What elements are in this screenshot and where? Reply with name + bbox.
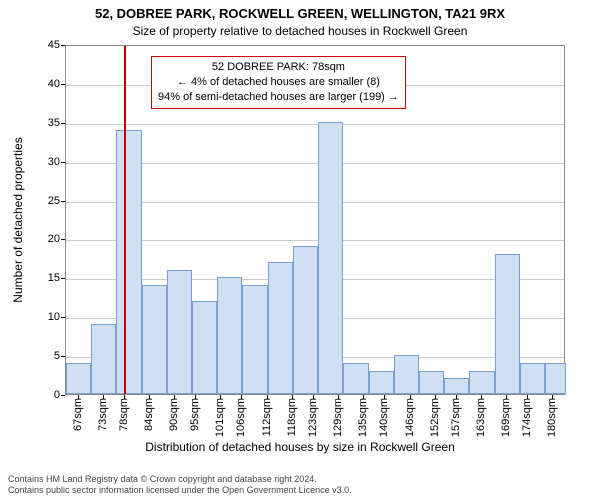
histogram-bar	[394, 355, 419, 394]
x-tick-mark	[241, 395, 242, 399]
y-tick-mark	[61, 162, 65, 163]
y-tick-mark	[61, 395, 65, 396]
histogram-bar	[369, 371, 394, 394]
x-tick-mark	[149, 395, 150, 399]
y-axis-label: Number of detached properties	[11, 137, 25, 302]
x-tick-mark	[363, 395, 364, 399]
x-tick-label: 157sqm	[450, 398, 462, 437]
histogram-bar	[318, 122, 343, 394]
annotation-line: ← 4% of detached houses are smaller (8)	[158, 75, 399, 90]
y-tick-label: 5	[30, 350, 60, 362]
histogram-bar	[520, 363, 545, 394]
attribution-footer: Contains HM Land Registry data © Crown c…	[8, 474, 352, 497]
x-tick-label: 169sqm	[500, 398, 512, 437]
x-tick-label: 106sqm	[235, 398, 247, 437]
gridline	[66, 124, 564, 125]
histogram-bar	[242, 285, 267, 394]
x-tick-mark	[103, 395, 104, 399]
x-tick-mark	[527, 395, 528, 399]
y-tick-label: 30	[30, 156, 60, 168]
y-tick-mark	[61, 356, 65, 357]
x-tick-label: 152sqm	[429, 398, 441, 437]
histogram-bar	[142, 285, 167, 394]
histogram-bar	[91, 324, 116, 394]
y-tick-label: 10	[30, 311, 60, 323]
x-tick-label: 163sqm	[475, 398, 487, 437]
x-tick-mark	[78, 395, 79, 399]
x-axis-label: Distribution of detached houses by size …	[0, 440, 600, 454]
x-tick-label: 129sqm	[332, 398, 344, 437]
y-tick-mark	[61, 201, 65, 202]
y-tick-label: 25	[30, 195, 60, 207]
y-tick-mark	[61, 317, 65, 318]
x-tick-mark	[552, 395, 553, 399]
y-tick-mark	[61, 123, 65, 124]
annotation-box: 52 DOBREE PARK: 78sqm← 4% of detached ho…	[151, 56, 406, 109]
y-tick-label: 45	[30, 39, 60, 51]
chart-title-address: 52, DOBREE PARK, ROCKWELL GREEN, WELLING…	[0, 6, 600, 21]
histogram-bar	[217, 277, 242, 394]
x-tick-label: 101sqm	[214, 398, 226, 437]
x-tick-label: 112sqm	[261, 398, 273, 436]
histogram-bar	[343, 363, 368, 394]
x-tick-label: 90sqm	[168, 398, 180, 431]
x-tick-mark	[220, 395, 221, 399]
x-tick-label: 118sqm	[286, 398, 298, 436]
x-tick-label: 140sqm	[378, 398, 390, 437]
histogram-bar	[167, 270, 192, 394]
y-tick-label: 40	[30, 78, 60, 90]
footer-line-1: Contains HM Land Registry data © Crown c…	[8, 474, 352, 485]
x-tick-label: 180sqm	[546, 398, 558, 437]
histogram-bar	[192, 301, 217, 394]
x-tick-mark	[506, 395, 507, 399]
x-tick-label: 123sqm	[307, 398, 319, 437]
x-tick-mark	[124, 395, 125, 399]
x-tick-label: 84sqm	[143, 398, 155, 431]
histogram-bar	[116, 130, 141, 394]
annotation-line: 94% of semi-detached houses are larger (…	[158, 90, 399, 105]
y-tick-label: 0	[30, 389, 60, 401]
x-tick-label: 95sqm	[189, 398, 201, 431]
histogram-bar	[444, 378, 469, 394]
x-tick-mark	[456, 395, 457, 399]
x-tick-mark	[292, 395, 293, 399]
histogram-bar	[268, 262, 293, 394]
y-tick-label: 35	[30, 117, 60, 129]
annotation-line: 52 DOBREE PARK: 78sqm	[158, 60, 399, 75]
histogram-bar	[293, 246, 318, 394]
chart-subtitle: Size of property relative to detached ho…	[0, 24, 600, 38]
reference-line	[124, 46, 126, 394]
x-tick-label: 135sqm	[357, 398, 369, 437]
x-tick-mark	[195, 395, 196, 399]
y-tick-mark	[61, 278, 65, 279]
x-tick-mark	[410, 395, 411, 399]
x-tick-label: 78sqm	[118, 398, 130, 431]
histogram-bar	[545, 363, 566, 394]
x-tick-mark	[435, 395, 436, 399]
x-tick-mark	[338, 395, 339, 399]
x-tick-label: 73sqm	[97, 398, 109, 431]
histogram-bar	[66, 363, 91, 394]
x-tick-mark	[481, 395, 482, 399]
x-tick-label: 146sqm	[404, 398, 416, 437]
x-tick-mark	[267, 395, 268, 399]
x-tick-mark	[384, 395, 385, 399]
footer-line-2: Contains public sector information licen…	[8, 485, 352, 496]
histogram-bar	[469, 371, 494, 394]
x-tick-label: 67sqm	[72, 398, 84, 431]
x-tick-mark	[313, 395, 314, 399]
histogram-bar	[495, 254, 520, 394]
x-tick-mark	[174, 395, 175, 399]
y-tick-label: 15	[30, 272, 60, 284]
y-tick-mark	[61, 45, 65, 46]
y-tick-mark	[61, 239, 65, 240]
y-tick-label: 20	[30, 233, 60, 245]
histogram-bar	[419, 371, 444, 394]
histogram-plot-area: 52 DOBREE PARK: 78sqm← 4% of detached ho…	[65, 45, 565, 395]
y-tick-mark	[61, 84, 65, 85]
x-tick-label: 174sqm	[521, 398, 533, 437]
